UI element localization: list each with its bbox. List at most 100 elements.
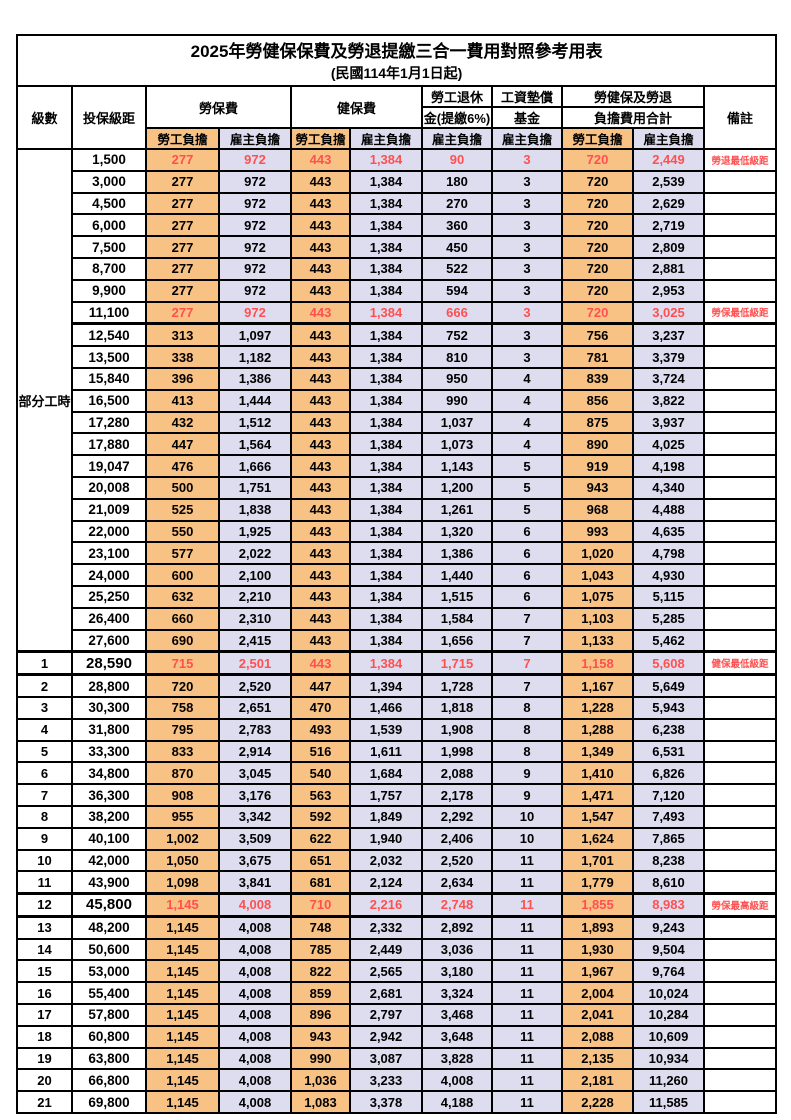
value-cell: 5,649 bbox=[632, 673, 705, 698]
value-cell: 277 bbox=[145, 191, 220, 216]
value-cell: 875 bbox=[561, 410, 634, 435]
bracket-cell: 53,000 bbox=[71, 959, 147, 984]
value-cell: 277 bbox=[145, 213, 220, 238]
table-row: 20 66,800 1,145 4,008 1,036 3,233 4,008 11 2,181… bbox=[16, 1068, 778, 1093]
table-row: 6,000 277 972 443 1,384 360 3 720 2,719 bbox=[17, 213, 778, 238]
value-cell: 7,120 bbox=[632, 783, 705, 807]
value-cell: 1,584 bbox=[421, 606, 493, 631]
note-cell bbox=[702, 915, 778, 940]
value-cell: 1,384 bbox=[349, 148, 423, 172]
note-cell bbox=[702, 826, 778, 851]
value-cell: 277 bbox=[145, 169, 220, 194]
value-cell: 720 bbox=[561, 148, 634, 172]
value-cell: 2,565 bbox=[349, 959, 423, 984]
bracket-cell: 27,600 bbox=[71, 628, 147, 653]
value-cell: 2,797 bbox=[349, 1003, 423, 1027]
value-cell: 8,983 bbox=[632, 892, 705, 918]
note-cell bbox=[702, 322, 778, 348]
value-cell: 413 bbox=[145, 388, 220, 413]
value-cell: 950 bbox=[421, 366, 493, 391]
level-cell: 9 bbox=[16, 826, 73, 851]
value-cell: 4,198 bbox=[632, 454, 705, 478]
value-cell: 2,178 bbox=[421, 783, 493, 807]
value-cell: 4 bbox=[491, 388, 563, 413]
level-cell: 4 bbox=[16, 717, 73, 742]
bracket-cell: 34,800 bbox=[71, 761, 147, 786]
value-cell: 6 bbox=[491, 519, 563, 544]
table-row: 13,500 338 1,182 443 1,384 810 3 781 3,379 bbox=[17, 345, 778, 369]
value-cell: 516 bbox=[290, 739, 351, 764]
level-cell: 15 bbox=[16, 959, 73, 984]
value-cell: 8 bbox=[491, 717, 563, 742]
bracket-cell: 22,000 bbox=[71, 519, 147, 544]
note-cell bbox=[702, 278, 778, 303]
value-cell: 1,384 bbox=[349, 541, 423, 566]
header-row-2: 金(提繳6%) 基金 負擔費用合計 bbox=[17, 106, 776, 129]
value-cell: 443 bbox=[290, 650, 351, 677]
value-cell: 1,967 bbox=[561, 959, 634, 984]
note-cell bbox=[702, 563, 778, 587]
value-cell: 6,826 bbox=[632, 761, 705, 786]
value-cell: 5,608 bbox=[632, 650, 705, 677]
value-cell: 3,378 bbox=[349, 1090, 423, 1115]
value-cell: 3 bbox=[491, 169, 563, 194]
value-cell: 1,384 bbox=[349, 300, 423, 326]
table-row: 21 69,800 1,145 4,008 1,083 3,378 4,188 11 2,228… bbox=[16, 1090, 778, 1115]
bracket-cell: 69,800 bbox=[71, 1090, 147, 1115]
value-cell: 1,097 bbox=[218, 322, 292, 348]
note-cell bbox=[702, 475, 778, 500]
value-cell: 1,083 bbox=[290, 1090, 351, 1115]
note-cell bbox=[702, 213, 778, 238]
bracket-cell: 36,300 bbox=[71, 783, 147, 807]
note-cell bbox=[702, 388, 778, 413]
value-cell: 1,037 bbox=[421, 410, 493, 435]
note-cell bbox=[702, 959, 778, 984]
value-cell: 3,036 bbox=[421, 937, 493, 962]
value-cell: 9,764 bbox=[632, 959, 705, 984]
value-cell: 1,075 bbox=[561, 584, 634, 609]
note-cell bbox=[702, 432, 778, 457]
value-cell: 720 bbox=[561, 256, 634, 281]
value-cell: 443 bbox=[290, 322, 351, 348]
value-cell: 1,384 bbox=[349, 235, 423, 259]
note-cell bbox=[702, 584, 778, 609]
value-cell: 10,934 bbox=[632, 1046, 705, 1071]
value-cell: 90 bbox=[421, 148, 493, 172]
value-cell: 993 bbox=[561, 519, 634, 544]
subheader-pension-employer: 雇主負擔 bbox=[421, 127, 493, 150]
table-row: 3 30,300 758 2,651 470 1,466 1,818 8 1,228 5,943 bbox=[16, 695, 778, 720]
value-cell: 1,818 bbox=[421, 695, 493, 720]
value-cell: 2,088 bbox=[421, 761, 493, 786]
value-cell: 1,624 bbox=[561, 826, 634, 851]
value-cell: 277 bbox=[145, 256, 220, 281]
value-cell: 443 bbox=[290, 628, 351, 653]
note-cell bbox=[702, 1068, 778, 1093]
value-cell: 2,634 bbox=[421, 870, 493, 895]
col-header-pension-line2: 金(提繳6%) bbox=[421, 106, 493, 129]
value-cell: 1,384 bbox=[349, 519, 423, 544]
table-row: 9 40,100 1,002 3,509 622 1,940 2,406 10 1,624 7,8… bbox=[16, 826, 778, 851]
bracket-cell: 42,000 bbox=[71, 848, 147, 873]
value-cell: 2,088 bbox=[561, 1024, 634, 1049]
value-cell: 1,715 bbox=[421, 650, 493, 677]
value-cell: 10,284 bbox=[632, 1003, 705, 1027]
value-cell: 1,466 bbox=[349, 695, 423, 720]
value-cell: 1,228 bbox=[561, 695, 634, 720]
bracket-cell: 66,800 bbox=[71, 1068, 147, 1093]
value-cell: 1,471 bbox=[561, 783, 634, 807]
value-cell: 822 bbox=[290, 959, 351, 984]
note-cell bbox=[702, 695, 778, 720]
value-cell: 3,509 bbox=[218, 826, 292, 851]
value-cell: 4,008 bbox=[218, 892, 292, 918]
note-cell bbox=[702, 366, 778, 391]
value-cell: 11 bbox=[491, 870, 563, 895]
value-cell: 4,008 bbox=[218, 1090, 292, 1115]
value-cell: 972 bbox=[218, 191, 292, 216]
note-cell bbox=[702, 345, 778, 369]
note-cell bbox=[702, 169, 778, 194]
value-cell: 1,384 bbox=[349, 432, 423, 457]
value-cell: 8 bbox=[491, 739, 563, 764]
level-cell: 13 bbox=[16, 915, 73, 940]
value-cell: 856 bbox=[561, 388, 634, 413]
value-cell: 1,145 bbox=[145, 981, 220, 1006]
